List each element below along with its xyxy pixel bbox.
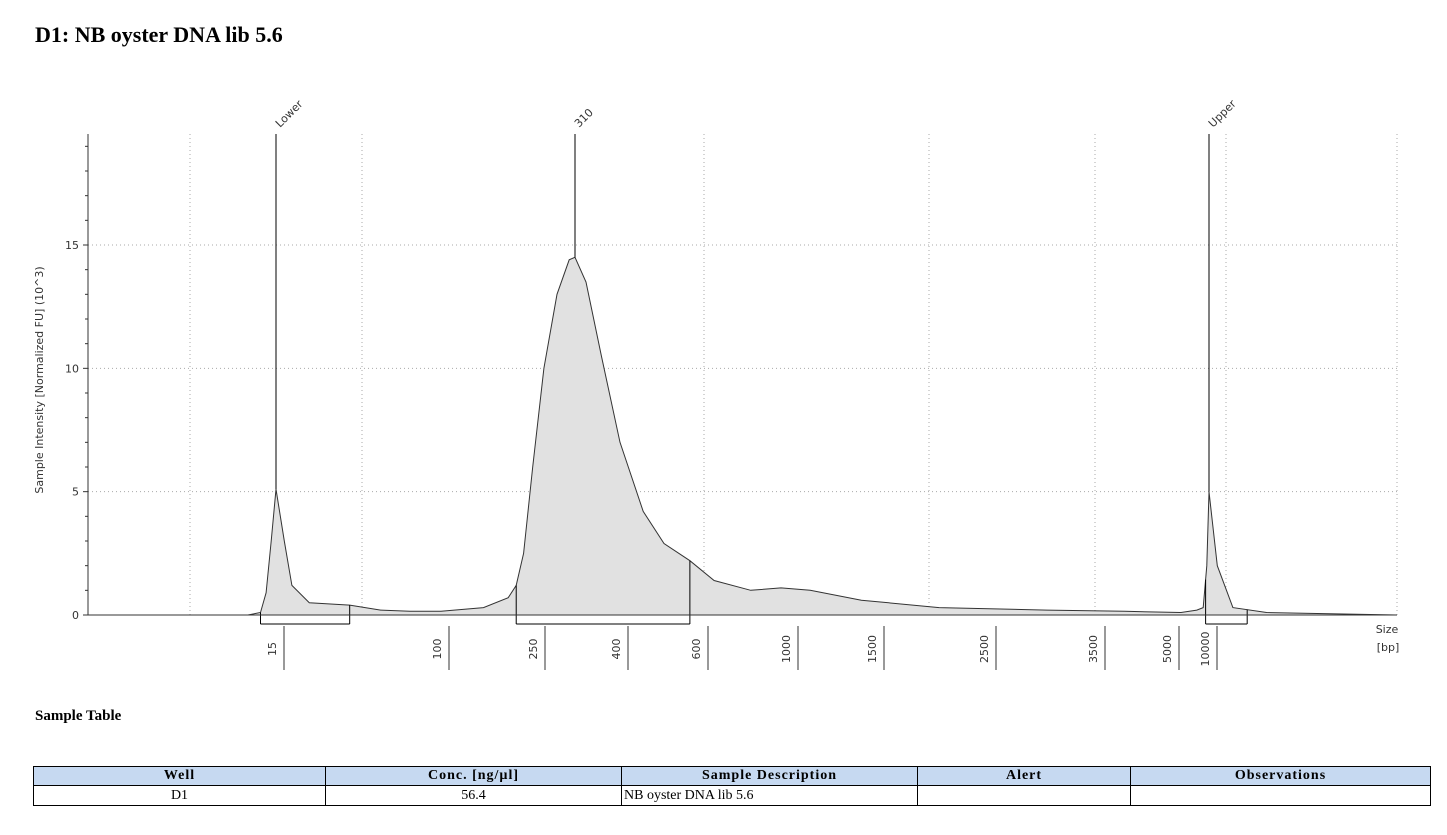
x-axis-label-size: Size (1376, 623, 1399, 636)
cell-conc: 56.4 (325, 785, 622, 806)
x-tick-label: 3500 (1087, 635, 1100, 663)
x-tick-label: 5000 (1161, 635, 1174, 663)
trace-area (88, 257, 1397, 615)
page-title: D1: NB oyster DNA lib 5.6 (35, 22, 283, 47)
electropherogram-chart: Lower 310 Upper 0 5 10 15 15 100 250 400 600 1000 15… (33, 97, 1400, 670)
y-tick-label: 5 (72, 486, 79, 499)
x-tick-label: 100 (431, 639, 444, 660)
header-alert: Alert (917, 766, 1131, 786)
y-axis-label: Sample Intensity [Normalized FU] (10^3) (33, 266, 46, 493)
header-description: Sample Description (621, 766, 918, 786)
x-tick-label: 1000 (780, 635, 793, 663)
x-tick-label: 1500 (866, 635, 879, 663)
table-row: D1 56.4 NB oyster DNA lib 5.6 (33, 785, 1431, 806)
peak-label: Upper (1206, 97, 1239, 130)
cell-alert (917, 785, 1131, 806)
x-tick-label: 600 (690, 639, 703, 660)
header-conc: Conc. [ng/µl] (325, 766, 622, 786)
sample-table: Well Conc. [ng/µl] Sample Description Al… (33, 766, 1431, 806)
y-tick-label: 10 (65, 362, 79, 375)
x-tick-label: 15 (266, 642, 279, 656)
x-tick-label: 400 (610, 639, 623, 660)
y-tick-label: 0 (72, 609, 79, 622)
cell-observations (1130, 785, 1431, 806)
x-tick-label: 2500 (978, 635, 991, 663)
cell-description: NB oyster DNA lib 5.6 (621, 785, 918, 806)
peak-label: Lower (273, 97, 306, 130)
trace-line (88, 256, 1398, 616)
table-header-row: Well Conc. [ng/µl] Sample Description Al… (33, 766, 1431, 786)
header-well: Well (33, 766, 326, 786)
sample-table-title: Sample Table (35, 708, 122, 724)
y-tick-label: 15 (65, 239, 79, 252)
x-tick-label: 10000 (1199, 632, 1212, 667)
peak-label: 310 (572, 106, 596, 130)
x-tick-label: 250 (527, 639, 540, 660)
cell-well: D1 (33, 785, 326, 806)
x-axis-label-unit: [bp] (1377, 641, 1400, 654)
header-observations: Observations (1130, 766, 1431, 786)
